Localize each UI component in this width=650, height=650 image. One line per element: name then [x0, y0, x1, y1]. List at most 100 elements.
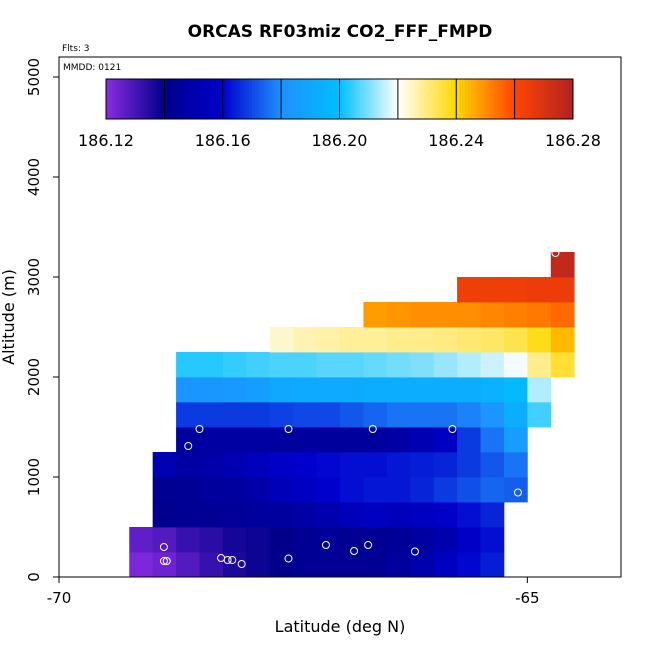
colorbar-strip — [190, 79, 195, 119]
colorbar-strip — [333, 79, 338, 119]
colorbar-strip — [249, 79, 253, 119]
heatmap-cell — [503, 452, 528, 478]
colorbar-strip — [181, 79, 186, 119]
heatmap-cell — [386, 527, 411, 553]
heatmap-cell — [246, 377, 271, 403]
heatmap-cell — [457, 277, 481, 303]
colorbar-strip — [292, 79, 297, 119]
y-tick-label: 5000 — [25, 58, 43, 96]
heatmap-cell — [340, 327, 364, 353]
heatmap-cell — [480, 277, 505, 303]
heatmap-cell — [222, 377, 247, 403]
heatmap-cell — [480, 452, 505, 478]
heatmap-cell — [386, 327, 411, 353]
colorbar-strip — [176, 79, 180, 119]
colorbar-strip — [368, 79, 373, 119]
colorbar-strip — [196, 79, 200, 119]
heatmap-cell — [457, 402, 481, 428]
heatmap-cell — [199, 402, 224, 428]
colorbar-strip — [135, 79, 139, 119]
colorbar-strip — [187, 79, 192, 119]
heatmap-cell — [363, 377, 388, 403]
colorbar-strip — [537, 79, 542, 119]
heatmap-cell — [457, 502, 481, 528]
heatmap-cell — [363, 427, 388, 453]
heatmap-cell — [176, 452, 200, 478]
heatmap-cell — [340, 552, 364, 578]
colorbar-strip — [485, 79, 489, 119]
x-tick-label: -65 — [515, 589, 540, 607]
heatmap-cell — [503, 402, 528, 428]
colorbar-strip — [394, 79, 399, 119]
colorbar-strip — [473, 79, 478, 119]
colorbar-strip — [377, 79, 381, 119]
flight-point — [162, 557, 171, 565]
colorbar-strip — [132, 79, 136, 119]
colorbar-strip — [561, 79, 565, 119]
heatmap-cell — [363, 352, 388, 378]
colorbar-strip — [234, 79, 238, 119]
heatmap-cell — [246, 527, 271, 553]
y-tick-label: 3000 — [25, 258, 43, 296]
colorbar-strip — [456, 79, 460, 119]
colorbar-strip — [412, 79, 416, 119]
colorbar-strip — [114, 79, 119, 119]
heatmap-cell — [222, 402, 247, 428]
colorbar-strip — [202, 79, 206, 119]
colorbar-strip — [342, 79, 346, 119]
colorbar-strip — [152, 79, 157, 119]
colorbar-strip — [307, 79, 311, 119]
colorbar-strip — [301, 79, 305, 119]
heatmap-cell — [503, 377, 528, 403]
heatmap-cell — [433, 352, 458, 378]
heatmap-cell — [503, 427, 528, 453]
heatmap-cell — [246, 477, 271, 503]
colorbar-strip — [330, 79, 335, 119]
heatmap-cell — [316, 527, 341, 553]
heatmap-cell — [340, 377, 364, 403]
colorbar-strip — [429, 79, 434, 119]
colorbar-strip — [231, 79, 235, 119]
heatmap-cell — [386, 502, 411, 528]
heatmap-cell — [152, 502, 177, 528]
heatmap-cell — [527, 377, 552, 403]
flight-point — [448, 425, 457, 433]
flight-point — [159, 543, 168, 551]
heatmap-cell — [550, 252, 575, 278]
flight-point — [284, 425, 293, 433]
colorbar-strip — [260, 79, 265, 119]
heatmap-cell — [410, 377, 435, 403]
colorbar-strip — [555, 79, 559, 119]
colorbar-strip — [155, 79, 160, 119]
colorbar-strip — [111, 79, 116, 119]
colorbar-strip — [482, 79, 486, 119]
colorbar-tick-label: 186.28 — [545, 131, 601, 150]
colorbar-strip — [357, 79, 361, 119]
heatmap-cell — [457, 352, 481, 378]
colorbar-strip — [336, 79, 340, 119]
heatmap-cell — [410, 327, 435, 353]
heatmap-cell — [176, 377, 200, 403]
heatmap-cell — [269, 502, 294, 528]
heatmap-cell — [433, 402, 458, 428]
colorbar-strip — [219, 79, 224, 119]
heatmap-cell — [363, 327, 388, 353]
colorbar-strip — [304, 79, 308, 119]
colorbar-strip — [400, 79, 405, 119]
heatmap-cell — [480, 427, 505, 453]
colorbar-strip — [213, 79, 218, 119]
heatmap-cell — [410, 352, 435, 378]
colorbar-strip — [254, 79, 259, 119]
flight-point — [321, 541, 330, 549]
heatmap-cell — [433, 502, 458, 528]
heatmap-cell — [293, 402, 317, 428]
heatmap-cell — [503, 352, 528, 378]
colorbar-strip — [424, 79, 428, 119]
colorbar-strip — [272, 79, 276, 119]
heatmap-cell — [340, 502, 364, 528]
heatmap-cell — [386, 352, 411, 378]
colorbar-strip — [243, 79, 247, 119]
heatmap-cell — [503, 277, 528, 303]
flight-point — [350, 547, 359, 555]
heatmap-cell — [269, 352, 294, 378]
